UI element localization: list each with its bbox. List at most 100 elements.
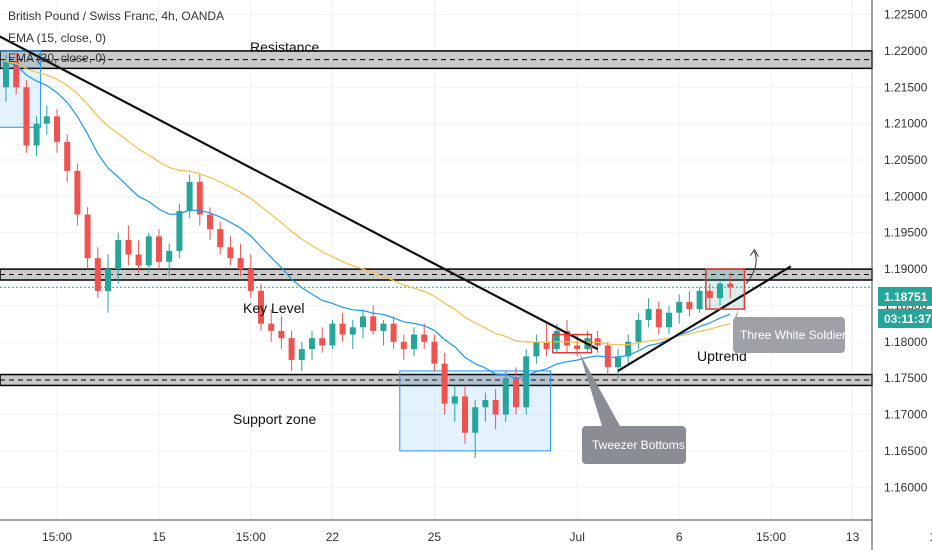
y-tick-label: 1.17500 (884, 371, 928, 385)
candle-body (564, 330, 570, 346)
candle-body (441, 363, 448, 404)
candle-body (553, 330, 560, 350)
uptrend-line (617, 265, 792, 372)
candle-body (125, 240, 132, 255)
candle-body (411, 334, 417, 350)
candle-body (186, 181, 193, 211)
y-tick-label: 1.22000 (884, 44, 928, 58)
y-tick-label: 1.16000 (884, 480, 928, 494)
x-tick-label: 25 (428, 530, 442, 544)
candle-body (74, 170, 81, 215)
candle-body (288, 338, 295, 360)
green-highlight-box (705, 269, 745, 310)
candle-body (615, 356, 621, 368)
y-tick-label: 1.20500 (884, 153, 928, 167)
candle-body (105, 269, 111, 291)
y-tick-label: 1.16500 (884, 444, 928, 458)
x-tick-label: 15:00 (236, 530, 266, 544)
candle-body (247, 269, 254, 291)
candle-body (145, 236, 152, 266)
candle-body (176, 210, 183, 251)
tweezer-callout-box (582, 426, 686, 464)
soldiers-callout[interactable]: Three White Soldiers (733, 317, 852, 353)
candle-body (43, 116, 50, 124)
candle-body (706, 290, 713, 299)
candle-body (23, 87, 30, 146)
annotation-support-zone: Support zone (233, 411, 316, 427)
blue-highlight-box (0, 50, 42, 128)
x-tick-label: 13 (846, 530, 860, 544)
ema-layer (5, 61, 731, 380)
uptrend-arrowhead (749, 248, 759, 257)
legend-ema30: EMA (30, close, 0) (8, 51, 106, 65)
candle-body (482, 400, 489, 408)
candle-body (686, 301, 693, 310)
candle-body (533, 341, 540, 357)
candle-body (64, 141, 71, 171)
candle-body (625, 341, 632, 357)
chart-title: British Pound / Swiss Franc, 4h, OANDA (8, 9, 224, 23)
candle-body (472, 407, 479, 433)
candle-body (319, 338, 326, 346)
candle-body (676, 301, 683, 313)
candle-body (727, 283, 734, 288)
candle-body (349, 327, 356, 335)
candle-body (298, 349, 305, 360)
y-tick-label: 1.22500 (884, 8, 928, 22)
candle-body (207, 214, 213, 230)
annotation-resistance: Resistance (250, 39, 319, 55)
candle-body (513, 378, 519, 408)
candle-body (390, 323, 397, 342)
candle-body (502, 378, 509, 415)
candle-body (645, 309, 652, 320)
y-tick-label: 1.21500 (884, 80, 928, 94)
candle-body (166, 250, 173, 262)
candle-body (421, 334, 428, 342)
uptrend-arrow (746, 251, 757, 284)
candle-body (258, 290, 264, 324)
x-tick-label: 6 (676, 530, 683, 544)
candle-body (33, 123, 40, 146)
candle-body (115, 240, 122, 270)
candle-body (54, 116, 60, 142)
candle-body (217, 229, 224, 248)
candle-body (84, 214, 91, 259)
candle-body (3, 61, 9, 88)
pattern-red-box (705, 268, 746, 310)
candle-body (400, 341, 407, 350)
candle-body (135, 254, 142, 266)
x-tick-label: Jul (570, 530, 585, 544)
candle-body (156, 236, 162, 262)
x-tick-label: 15:00 (756, 530, 786, 544)
trendlines-layer (0, 35, 792, 372)
legend-ema15: EMA (15, close, 0) (8, 31, 106, 45)
candle-body (268, 323, 275, 331)
x-tick-label: 15:00 (42, 530, 72, 544)
soldiers-callout-box (733, 317, 845, 353)
candle-body (604, 345, 611, 368)
y-tick-label: 1.21000 (884, 117, 928, 131)
candle-body (492, 400, 499, 415)
y-tick-label: 1.20000 (884, 189, 928, 203)
candle-body (94, 258, 101, 291)
price-badge-box (878, 287, 932, 306)
y-tick-label: 1.19000 (884, 262, 928, 276)
tweezer-callout[interactable]: Tweezer Bottoms (582, 426, 686, 464)
candle-body (13, 61, 20, 88)
candle-body (196, 181, 203, 215)
y-tick-label: 1.19500 (884, 226, 928, 240)
candle-body (370, 316, 377, 331)
candle-body (451, 396, 458, 404)
soldiers-callout-label: Three White Soldiers (740, 328, 852, 342)
candle-body (666, 312, 672, 328)
candle-body (523, 356, 530, 408)
candle-body (329, 323, 336, 346)
candle-body (360, 316, 366, 328)
zones-layer (0, 50, 873, 387)
candle-body (635, 320, 642, 342)
pattern-red-box (552, 333, 593, 354)
ema30-line (5, 61, 731, 346)
